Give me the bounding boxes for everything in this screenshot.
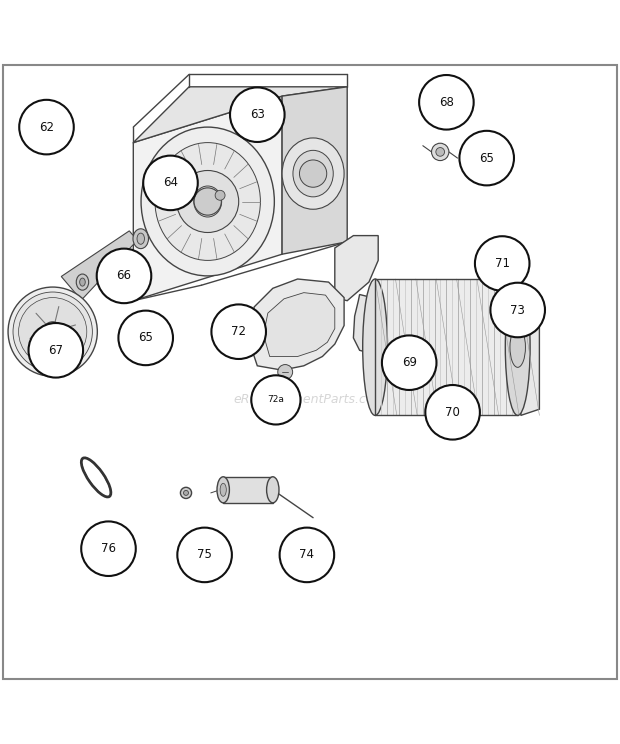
Polygon shape bbox=[353, 295, 388, 353]
Circle shape bbox=[43, 321, 63, 341]
Ellipse shape bbox=[141, 127, 275, 276]
Ellipse shape bbox=[194, 186, 222, 217]
Ellipse shape bbox=[293, 150, 334, 197]
Text: 72: 72 bbox=[231, 325, 246, 339]
Text: 73: 73 bbox=[510, 304, 525, 316]
Circle shape bbox=[280, 527, 334, 582]
Ellipse shape bbox=[282, 138, 344, 209]
Circle shape bbox=[143, 155, 198, 210]
Text: eReplacementParts.com: eReplacementParts.com bbox=[234, 394, 386, 406]
Polygon shape bbox=[223, 477, 273, 503]
Ellipse shape bbox=[184, 490, 188, 496]
Circle shape bbox=[211, 304, 266, 359]
Polygon shape bbox=[248, 279, 344, 370]
Text: 65: 65 bbox=[479, 152, 494, 164]
Circle shape bbox=[215, 190, 225, 200]
Ellipse shape bbox=[180, 487, 192, 498]
Circle shape bbox=[425, 385, 480, 440]
Circle shape bbox=[251, 375, 301, 425]
Circle shape bbox=[177, 170, 239, 232]
Text: 63: 63 bbox=[250, 108, 265, 121]
Ellipse shape bbox=[510, 327, 525, 368]
Text: 72a: 72a bbox=[267, 395, 285, 405]
Circle shape bbox=[177, 527, 232, 582]
Ellipse shape bbox=[505, 279, 530, 415]
Circle shape bbox=[97, 248, 151, 303]
Polygon shape bbox=[133, 96, 282, 301]
Polygon shape bbox=[521, 304, 539, 415]
Circle shape bbox=[19, 100, 74, 154]
Circle shape bbox=[490, 283, 545, 337]
Ellipse shape bbox=[84, 461, 108, 494]
Circle shape bbox=[194, 187, 221, 215]
Ellipse shape bbox=[79, 278, 86, 286]
Ellipse shape bbox=[155, 143, 260, 260]
Circle shape bbox=[278, 365, 293, 379]
Ellipse shape bbox=[220, 484, 226, 496]
Circle shape bbox=[19, 298, 87, 366]
Text: 64: 64 bbox=[163, 176, 178, 190]
Circle shape bbox=[382, 336, 436, 390]
Circle shape bbox=[118, 310, 173, 365]
Polygon shape bbox=[264, 292, 335, 356]
Polygon shape bbox=[335, 236, 378, 301]
Circle shape bbox=[230, 87, 285, 142]
Circle shape bbox=[13, 292, 92, 371]
Circle shape bbox=[299, 160, 327, 187]
Ellipse shape bbox=[76, 274, 89, 290]
Text: 71: 71 bbox=[495, 257, 510, 270]
Ellipse shape bbox=[432, 143, 449, 161]
Text: 67: 67 bbox=[48, 344, 63, 357]
Circle shape bbox=[81, 522, 136, 576]
Ellipse shape bbox=[363, 279, 388, 415]
Ellipse shape bbox=[137, 233, 144, 244]
Circle shape bbox=[29, 323, 83, 377]
Polygon shape bbox=[133, 87, 347, 143]
Text: 74: 74 bbox=[299, 548, 314, 562]
Text: 62: 62 bbox=[39, 121, 54, 134]
Circle shape bbox=[475, 237, 529, 291]
Ellipse shape bbox=[436, 147, 445, 156]
Text: 68: 68 bbox=[439, 96, 454, 109]
Ellipse shape bbox=[217, 477, 229, 503]
Circle shape bbox=[8, 287, 97, 376]
Ellipse shape bbox=[267, 477, 279, 503]
Polygon shape bbox=[61, 231, 137, 300]
Circle shape bbox=[419, 75, 474, 129]
Polygon shape bbox=[282, 87, 347, 254]
Text: 75: 75 bbox=[197, 548, 212, 562]
Text: 66: 66 bbox=[117, 269, 131, 283]
Text: 65: 65 bbox=[138, 331, 153, 344]
Text: 69: 69 bbox=[402, 356, 417, 369]
Polygon shape bbox=[375, 279, 518, 415]
Ellipse shape bbox=[133, 229, 149, 248]
Circle shape bbox=[459, 131, 514, 185]
Text: 70: 70 bbox=[445, 405, 460, 419]
Text: 76: 76 bbox=[101, 542, 116, 555]
